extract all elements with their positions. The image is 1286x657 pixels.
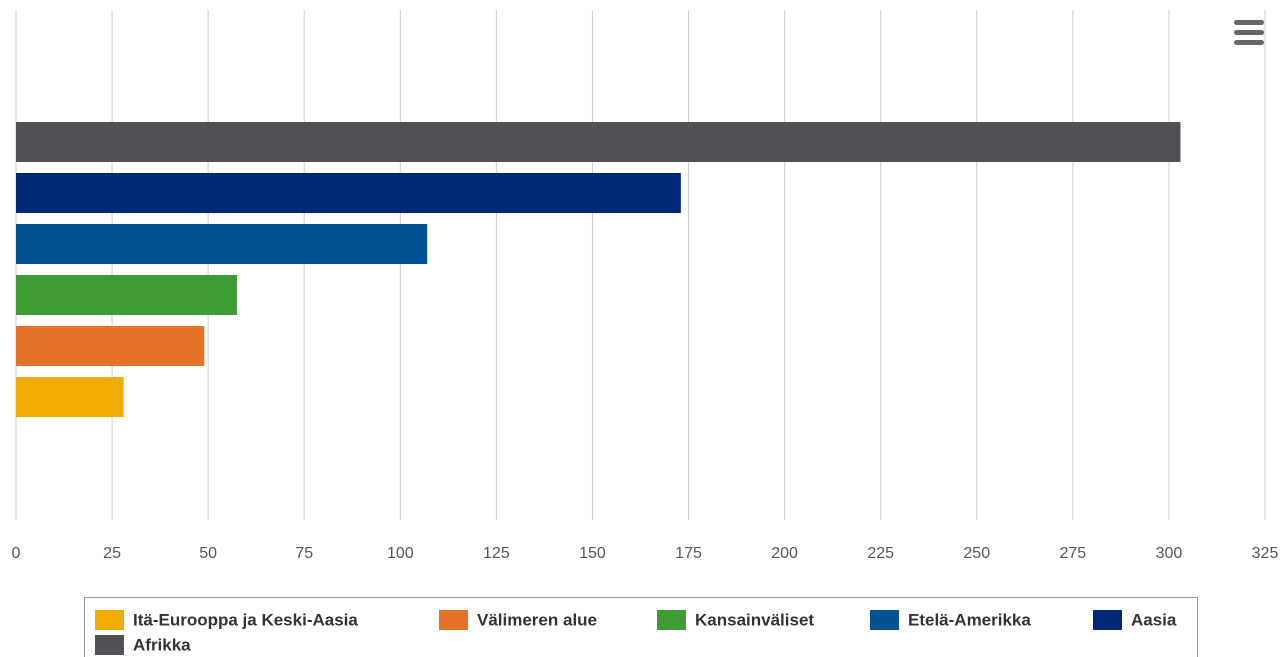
legend-item: Afrikka (95, 635, 191, 655)
bar (16, 275, 237, 315)
bar (16, 326, 205, 366)
legend-item: Etelä-Amerikka (870, 610, 1031, 630)
legend-item: Itä-Eurooppa ja Keski-Aasia (95, 610, 358, 630)
x-tick-label: 200 (771, 545, 798, 562)
x-tick-label: 275 (1059, 545, 1086, 562)
legend-box (84, 597, 1198, 657)
menu-bar (1234, 40, 1264, 45)
legend-swatch (95, 610, 124, 630)
menu-bar (1234, 30, 1264, 35)
legend-swatch (439, 610, 468, 630)
x-tick-label: 0 (12, 545, 21, 562)
x-tick-label: 175 (675, 545, 702, 562)
legend-swatch (1093, 610, 1122, 630)
x-tick-label: 25 (103, 545, 121, 562)
legend-item: Välimeren alue (439, 610, 597, 630)
x-tick-label: 150 (579, 545, 606, 562)
legend-item: Aasia (1093, 610, 1177, 630)
legend-label: Aasia (1131, 610, 1177, 629)
bar (16, 173, 681, 213)
x-tick-label: 75 (295, 545, 313, 562)
menu-button[interactable] (1234, 20, 1264, 45)
legend-label: Afrikka (133, 635, 191, 654)
legend-label: Itä-Eurooppa ja Keski-Aasia (133, 610, 358, 629)
x-tick-label: 225 (867, 545, 894, 562)
bar (16, 377, 124, 417)
x-tick-label: 250 (963, 545, 990, 562)
menu-bar (1234, 20, 1264, 25)
legend-label: Etelä-Amerikka (908, 610, 1031, 629)
x-tick-label: 325 (1252, 545, 1279, 562)
legend-item: Kansainväliset (657, 610, 814, 630)
legend-swatch (870, 610, 899, 630)
bar (16, 224, 428, 264)
legend-label: Välimeren alue (477, 610, 597, 629)
legend-swatch (95, 635, 124, 655)
x-tick-label: 50 (199, 545, 217, 562)
legend-label: Kansainväliset (695, 610, 814, 629)
x-tick-label: 125 (483, 545, 510, 562)
x-tick-label: 300 (1156, 545, 1183, 562)
bar (16, 122, 1181, 162)
legend-swatch (657, 610, 686, 630)
x-tick-label: 100 (387, 545, 414, 562)
